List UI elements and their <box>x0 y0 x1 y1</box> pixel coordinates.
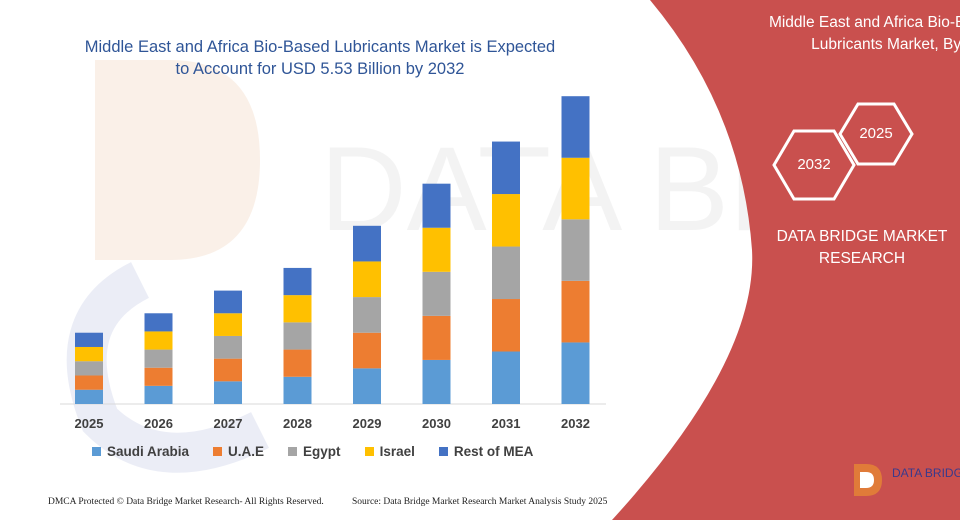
legend-label-saudi-arabia: Saudi Arabia <box>107 444 190 459</box>
logo-mark-icon <box>854 464 882 496</box>
legend-item-saudi-arabia: Saudi Arabia <box>92 444 189 459</box>
hexagon-2032-label: 2032 <box>797 156 831 173</box>
panel-title: Middle East and Africa Bio-Ba Lubricants… <box>700 12 960 56</box>
x-tick-label-2026: 2026 <box>144 416 173 431</box>
footer-copyright: DMCA Protected © Data Bridge Market Rese… <box>48 497 324 507</box>
chart-legend: Saudi Arabia U.A.E Egypt Israel Rest of … <box>92 444 557 459</box>
bar-segment-saudi-arabia-2031 <box>492 351 520 404</box>
panel-title-line-1: Middle East and Africa Bio-Ba <box>768 14 960 31</box>
bar-segment-saudi-arabia-2029 <box>353 368 381 404</box>
x-tick-label-2032: 2032 <box>561 416 590 431</box>
legend-swatch-rest-of-mea <box>438 447 448 456</box>
chart-title-line-2: to Account for USD 5.53 Billion by 2032 <box>175 60 465 78</box>
brand-name: DATA BRIDGE MARKET RESEARCH <box>762 226 960 270</box>
bar-segment-saudi-arabia-2025 <box>75 389 103 404</box>
x-tick-label-2031: 2031 <box>492 416 521 431</box>
bar-segment-egypt-2025 <box>75 361 103 376</box>
legend-swatch-uae <box>213 447 223 456</box>
legend-swatch-saudi-arabia <box>92 447 101 456</box>
bar-segment-egypt-2029 <box>353 297 381 333</box>
legend-item-uae: U.A.E <box>213 444 264 459</box>
bar-segment-egypt-2028 <box>283 322 312 350</box>
bar-segment-u-a-e-2032 <box>561 280 590 343</box>
bar-segment-rest-of-mea-2031 <box>492 141 520 195</box>
bar-segment-saudi-arabia-2030 <box>422 359 451 404</box>
hexagon-2032-shape <box>772 129 856 201</box>
hexagon-2025-label: 2025 <box>859 125 893 142</box>
legend-item-egypt: Egypt <box>288 444 341 459</box>
legend-swatch-israel <box>364 447 374 456</box>
legend-label-egypt: Egypt <box>303 444 341 459</box>
bar-segment-rest-of-mea-2025 <box>75 332 103 347</box>
x-tick-label-2029: 2029 <box>353 416 382 431</box>
bar-segment-saudi-arabia-2032 <box>561 342 590 404</box>
bar-segment-u-a-e-2030 <box>422 315 451 360</box>
bar-segment-israel-2026 <box>144 331 173 350</box>
bar-segment-rest-of-mea-2030 <box>422 183 451 228</box>
footer-source: Source: Data Bridge Market Research Mark… <box>352 497 608 507</box>
bar-segment-egypt-2032 <box>561 219 590 281</box>
bar-segment-israel-2032 <box>561 157 590 220</box>
bar-segment-israel-2029 <box>353 261 381 298</box>
bar-segment-israel-2027 <box>214 313 242 336</box>
bar-segment-u-a-e-2027 <box>214 358 242 382</box>
x-tick-label-2028: 2028 <box>283 416 312 431</box>
legend-label-uae: U.A.E <box>228 444 265 459</box>
bar-segment-israel-2028 <box>283 295 312 323</box>
chart-title: Middle East and Africa Bio-Based Lubrica… <box>40 36 600 80</box>
legend-item-rest-of-mea: Rest of MEA <box>438 444 534 459</box>
bar-segment-rest-of-mea-2027 <box>214 290 242 314</box>
bar-segment-u-a-e-2028 <box>283 349 312 377</box>
bar-segment-rest-of-mea-2026 <box>144 313 173 332</box>
panel-title-line-2: Lubricants Market, By 2 <box>811 36 960 53</box>
bar-segment-rest-of-mea-2028 <box>283 267 312 296</box>
company-logo: DATA BRIDG <box>848 460 960 500</box>
brand-name-line-1: DATA BRIDGE MARKET <box>776 228 948 245</box>
bar-segment-egypt-2027 <box>214 335 242 359</box>
chart-title-line-1: Middle East and Africa Bio-Based Lubrica… <box>84 38 556 56</box>
bar-segment-egypt-2026 <box>144 349 173 368</box>
legend-item-israel: Israel <box>364 444 415 459</box>
legend-label-israel: Israel <box>379 444 415 459</box>
bar-segment-u-a-e-2031 <box>492 299 520 352</box>
bar-segment-u-a-e-2029 <box>353 332 381 369</box>
x-tick-label-2030: 2030 <box>422 416 451 431</box>
bar-segment-rest-of-mea-2029 <box>353 225 381 262</box>
x-tick-label-2027: 2027 <box>214 416 243 431</box>
bar-segment-saudi-arabia-2027 <box>214 381 242 404</box>
bar-segment-israel-2025 <box>75 346 103 362</box>
bar-segment-u-a-e-2026 <box>144 367 173 386</box>
bar-segment-israel-2030 <box>422 227 451 272</box>
x-tick-label-2025: 2025 <box>75 416 104 431</box>
bar-segment-saudi-arabia-2026 <box>144 385 173 404</box>
logo-text: DATA BRIDG <box>892 466 960 480</box>
bar-segment-israel-2031 <box>492 194 520 247</box>
legend-label-rest-of-mea: Rest of MEA <box>453 444 534 459</box>
legend-swatch-egypt <box>288 447 298 456</box>
bar-segment-rest-of-mea-2032 <box>561 96 590 158</box>
bar-segment-u-a-e-2025 <box>75 375 103 390</box>
bar-segment-saudi-arabia-2028 <box>283 376 312 404</box>
brand-name-line-2: RESEARCH <box>818 250 906 267</box>
hexagon-2025-shape <box>838 102 914 166</box>
bar-segment-egypt-2031 <box>492 246 520 300</box>
bar-segment-egypt-2030 <box>422 271 451 316</box>
